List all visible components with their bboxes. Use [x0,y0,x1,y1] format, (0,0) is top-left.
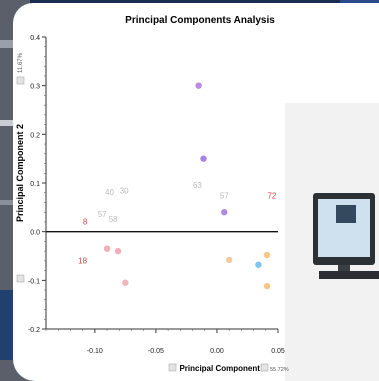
y-tick-label: -0.2 [28,327,40,334]
x-tick-label: 0.00 [210,348,224,355]
point-label: 57 [220,192,229,201]
x-axis-icon-left [168,363,177,372]
point-label: 8 [83,217,88,226]
computer-illustration [285,103,379,381]
point-label: 58 [109,215,118,224]
chart-title: Principal Components Analysis [125,15,275,26]
data-point [263,251,271,259]
data-point [225,256,233,264]
x-tick-label: -0.05 [148,348,164,355]
point-label: 57 [98,210,107,219]
y-axis-label: Principal Component 2 [15,124,25,222]
point-label: 40 [105,188,114,197]
chart-card: Principal Components Analysis -0.2 -0.1 0.… [13,3,379,381]
point-label: 30 [120,187,129,196]
y-axis-icon [16,76,25,85]
y-tick-label: -0.1 [28,278,40,285]
data-point [263,282,271,290]
y-axis-percent: 11.67% [18,52,24,73]
x-tick-label: 0.05 [271,348,285,355]
data-point [103,245,111,252]
data-point [221,209,228,216]
x-tick-label: -0.10 [87,348,103,355]
point-label: 18 [78,256,87,265]
x-axis-icon-right [260,363,269,372]
x-axis-percent: 55.72% [270,367,289,373]
y-tick-label: 0.1 [30,181,40,188]
point-label: 63 [193,181,202,190]
data-point [122,279,129,286]
data-point [200,155,207,162]
y-tick-label: 0.2 [30,132,40,139]
y-axis-icon-lower [16,274,25,283]
data-point [195,82,202,89]
data-point [114,247,122,255]
point-label: 72 [267,192,276,201]
pca-scatter-plot: Principal Components Analysis -0.2 -0.1 0.… [15,15,379,381]
x-axis-label: Principal Component 1 [179,364,267,373]
y-tick-label: 0.3 [30,84,40,91]
y-tick-label: 0.4 [30,35,40,42]
data-point [255,261,262,268]
y-tick-label: 0.0 [30,230,40,237]
